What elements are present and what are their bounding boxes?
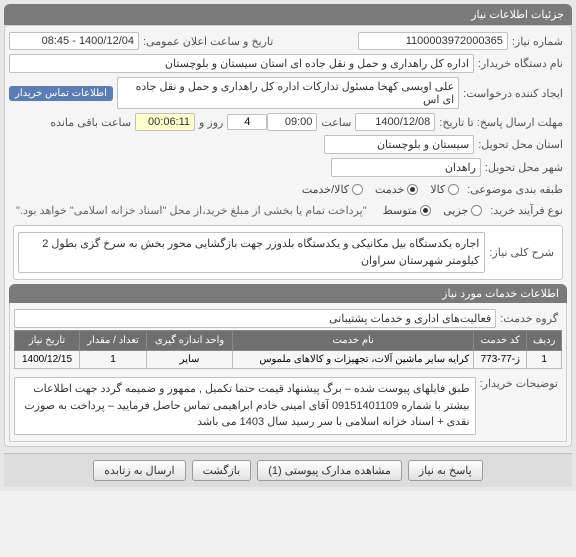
- creator-value: علی اویسی کهخا مسئول تدارکات اداره کل را…: [117, 77, 459, 109]
- th-row: ردیف: [527, 331, 562, 351]
- process-label: نوع فرآیند خرید:: [486, 204, 567, 217]
- days-remaining: 4: [227, 114, 267, 130]
- announce-label: تاریخ و ساعت اعلان عمومی:: [139, 35, 277, 48]
- th-code: کد خدمت: [474, 331, 527, 351]
- cell-code: ز-77-773: [474, 351, 527, 369]
- cell-unit: سایر: [146, 351, 232, 369]
- city-label: شهر محل تحویل:: [481, 161, 567, 174]
- services-section-header: اطلاعات خدمات مورد نیاز: [9, 284, 567, 303]
- th-name: نام خدمت: [233, 331, 474, 351]
- notes-label: توضیحات خریدار:: [476, 377, 562, 390]
- need-no-value: 1100003972000365: [358, 32, 508, 50]
- process-note: "پرداخت تمام یا بخشی از مبلغ خرید،از محل…: [12, 204, 371, 217]
- category-label: طبقه بندی موضوعی:: [463, 183, 567, 196]
- buyer-value: اداره کل راهداری و حمل و نقل جاده ای است…: [9, 54, 474, 73]
- page-header: جزئیات اطلاعات نیاز: [4, 4, 572, 25]
- city-value: راهدان: [331, 158, 481, 177]
- cell-row: 1: [527, 351, 562, 369]
- th-unit: واحد اندازه گیری: [146, 331, 232, 351]
- time-label-1: ساعت: [317, 116, 355, 129]
- button-row: پاسخ به نیاز مشاهده مدارک پیوستی (1) باز…: [4, 453, 572, 487]
- cell-name: کرایه سایر ماشین آلات، تجهیزات و کالاهای…: [233, 351, 474, 369]
- province-value: سیستان و بلوچستان: [324, 135, 474, 154]
- creator-label: ایجاد کننده درخواست:: [459, 87, 567, 100]
- group-label: گروه خدمت:: [496, 312, 562, 325]
- contact-info-button[interactable]: اطلاعات تماس خریدار: [9, 86, 113, 101]
- cat-service-label: خدمت: [375, 183, 404, 196]
- announce-value: 1400/12/04 - 08:45: [9, 32, 139, 50]
- th-qty: تعداد / مقدار: [80, 331, 147, 351]
- deadline-label: مهلت ارسال پاسخ: تا تاریخ:: [435, 116, 567, 129]
- respond-button[interactable]: پاسخ به نیاز: [408, 460, 483, 481]
- proc-minor-label: جزیی: [443, 204, 468, 217]
- process-minor-radio[interactable]: جزیی: [443, 204, 482, 217]
- day-and-label: روز و: [195, 116, 227, 129]
- cat-both-label: کالا/خدمت: [302, 183, 349, 196]
- attachments-button[interactable]: مشاهده مدارک پیوستی (1): [257, 460, 402, 481]
- category-goods-radio[interactable]: کالا: [430, 183, 459, 196]
- countdown-timer: 00:06:11: [135, 113, 195, 131]
- process-mid-radio[interactable]: متوسط: [383, 204, 432, 217]
- category-both-radio[interactable]: کالا/خدمت: [302, 183, 363, 196]
- back-button[interactable]: بازگشت: [192, 460, 252, 481]
- th-date: تاریخ نیاز: [15, 331, 80, 351]
- cell-date: 1400/12/15: [15, 351, 80, 369]
- desc-title-label: شرح کلی نیاز:: [485, 246, 558, 259]
- to-tender-button[interactable]: ارسال به زتابده: [93, 460, 185, 481]
- province-label: استان محل تحویل:: [474, 138, 567, 151]
- proc-mid-label: متوسط: [383, 204, 418, 217]
- deadline-time: 09:00: [267, 113, 317, 131]
- desc-title-text: اجاره یکدستگاه بیل مکانیکی و یکدستگاه بل…: [18, 232, 485, 273]
- cell-qty: 1: [80, 351, 147, 369]
- remaining-label: ساعت باقی مانده: [46, 116, 135, 129]
- services-table: ردیف کد خدمت نام خدمت واحد اندازه گیری ت…: [14, 330, 562, 369]
- table-row: 1 ز-77-773 کرایه سایر ماشین آلات، تجهیزا…: [15, 351, 562, 369]
- buyer-label: نام دستگاه خریدار:: [474, 57, 567, 70]
- main-form: شماره نیاز: 1100003972000365 تاریخ و ساع…: [4, 25, 572, 447]
- cat-goods-label: کالا: [430, 183, 445, 196]
- group-value: فعالیت‌های اداری و خدمات پشتیبانی: [14, 309, 496, 328]
- table-container: ستاد ردیف کد خدمت نام خدمت واحد اندازه گ…: [14, 330, 562, 369]
- notes-text: طبق فایلهای پیوست شده – برگ پیشنهاد قیمت…: [14, 377, 476, 435]
- need-no-label: شماره نیاز:: [508, 35, 567, 48]
- deadline-date: 1400/12/08: [355, 113, 435, 131]
- category-service-radio[interactable]: خدمت: [375, 183, 418, 196]
